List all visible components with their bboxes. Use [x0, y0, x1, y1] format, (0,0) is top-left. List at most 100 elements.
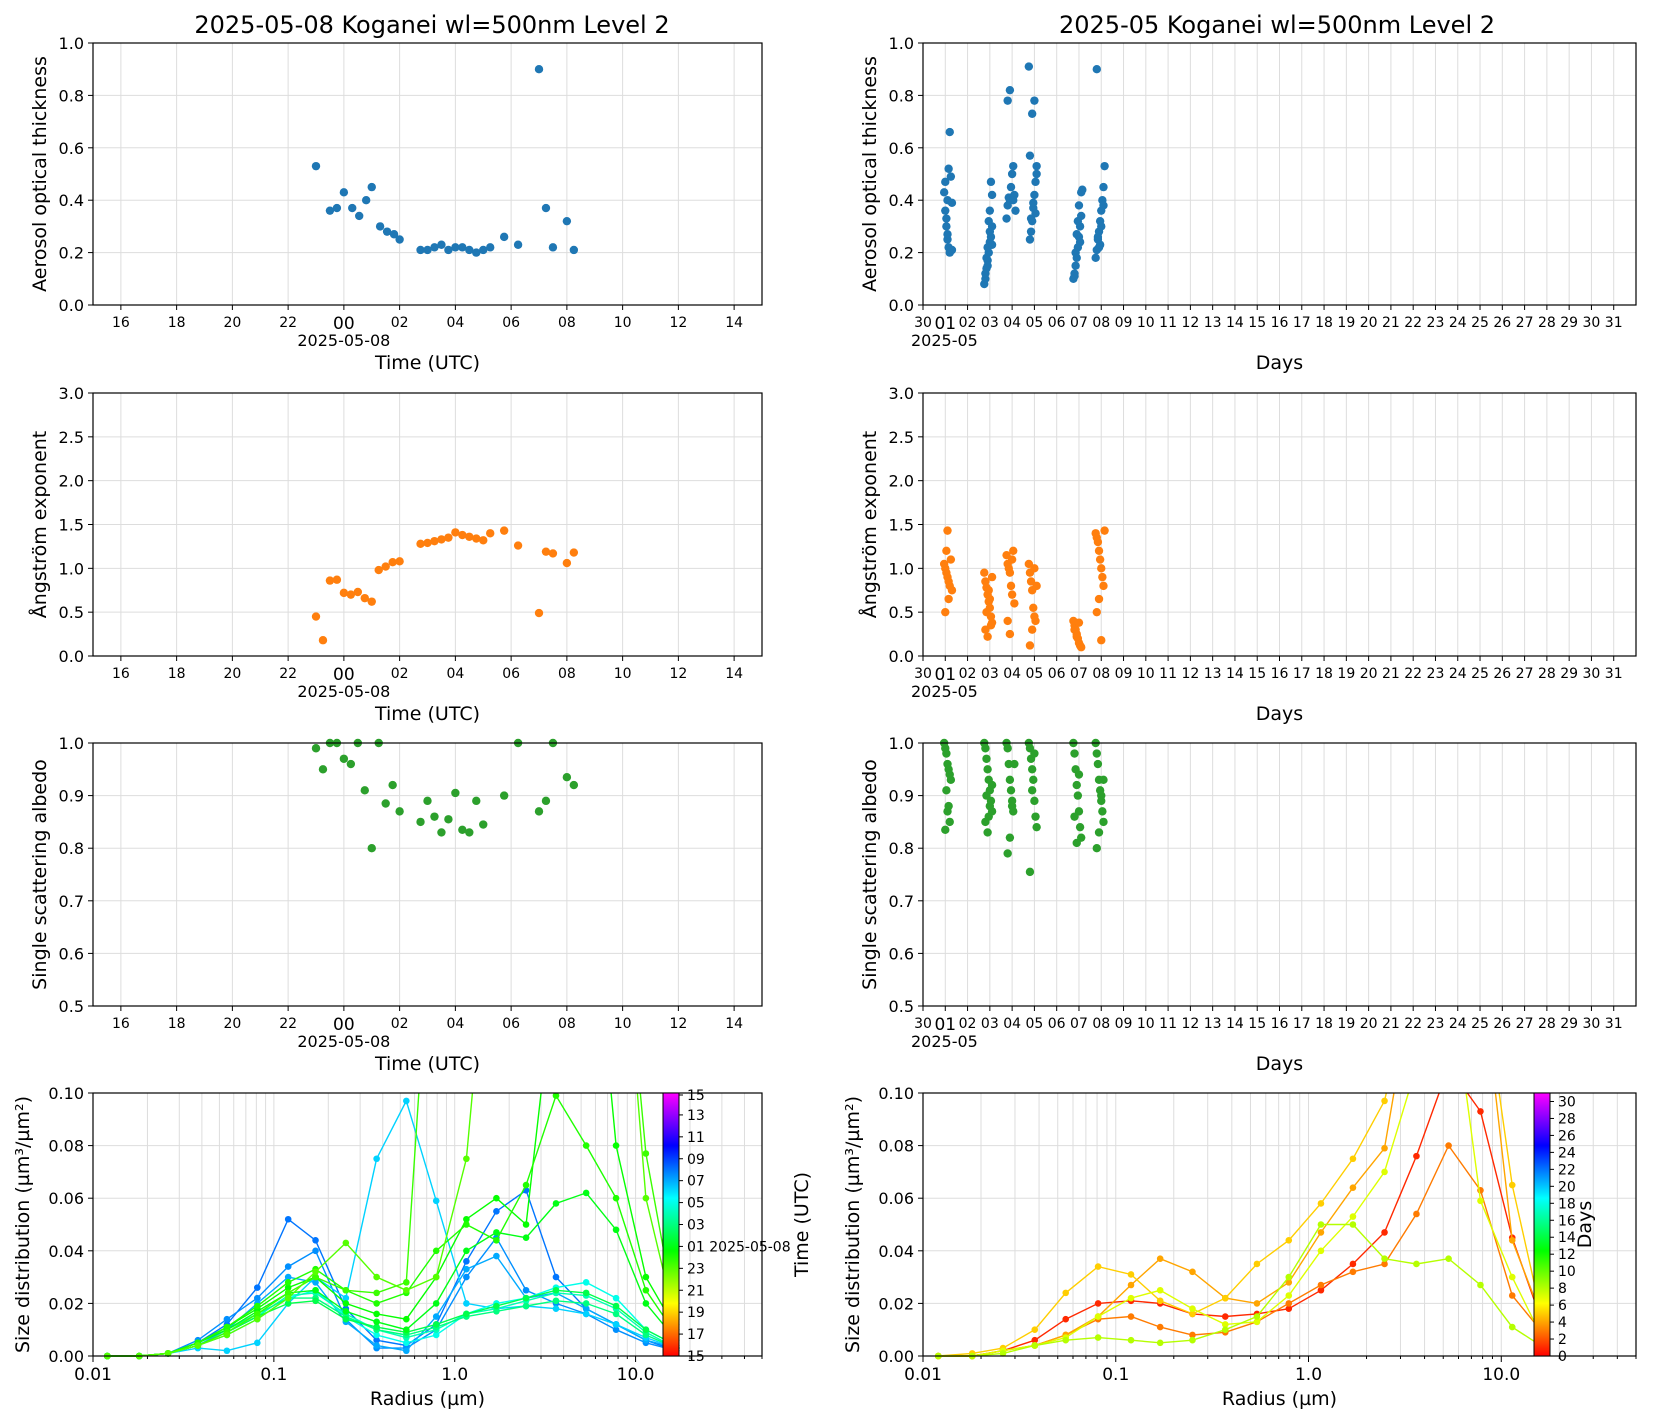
series-point — [312, 1279, 319, 1286]
y-tick-label: 0.8 — [59, 86, 84, 105]
data-point — [423, 245, 432, 255]
data-point — [1099, 182, 1108, 192]
series-point — [1062, 1289, 1070, 1297]
x-tick-label: 28 — [1538, 315, 1556, 331]
points-ssa_day — [311, 738, 579, 853]
series-point — [1381, 1097, 1388, 1105]
data-point — [444, 245, 453, 255]
data-point — [942, 222, 951, 231]
series-point — [342, 1300, 350, 1307]
series-point — [373, 1323, 380, 1331]
data-point — [311, 161, 321, 171]
data-point — [1031, 209, 1040, 218]
data-point — [1075, 237, 1085, 247]
y-tick-label: 1.5 — [59, 516, 84, 535]
y-tick-label: 0.2 — [889, 244, 914, 263]
x-tick-label: 28 — [1538, 666, 1556, 682]
data-point — [1029, 198, 1038, 208]
data-point — [486, 529, 495, 538]
data-point — [1092, 65, 1101, 74]
data-point — [1010, 759, 1019, 769]
x-tick-label: 08 — [1092, 1016, 1110, 1032]
series-point — [493, 827, 500, 834]
x-tick-label: 20 — [1360, 666, 1378, 682]
data-point — [458, 825, 467, 834]
data-point — [1025, 867, 1035, 877]
x-tick-label: 22 — [1404, 315, 1422, 331]
data-point — [416, 817, 425, 827]
data-point — [444, 815, 453, 824]
x-tick-label: 27 — [1516, 315, 1534, 331]
x-tick-label: 30 — [914, 1016, 932, 1032]
y-axis-label: Single scattering albedo — [859, 759, 881, 990]
colorbar-tick-label: 0 — [1558, 1349, 1567, 1365]
series-point — [1317, 1247, 1325, 1255]
data-point — [1091, 253, 1100, 263]
x-tick-label: 0.01 — [74, 1365, 112, 1385]
data-point — [982, 791, 991, 800]
series-point — [373, 1155, 380, 1163]
series-point — [552, 1093, 560, 1099]
series-point — [1508, 1323, 1516, 1331]
data-point — [1093, 232, 1103, 242]
points-aot_month — [939, 62, 1109, 289]
x-tick-label: 17 — [1293, 1016, 1311, 1032]
x-tick-label: 16 — [1271, 666, 1289, 682]
x-tick-label: 06 — [1048, 666, 1066, 682]
y-tick-label: 3.0 — [59, 384, 84, 403]
series-point — [612, 1294, 620, 1302]
data-point — [941, 607, 950, 617]
data-point — [548, 549, 558, 558]
series-point — [312, 1286, 319, 1294]
x-tick-label: 04 — [1003, 315, 1021, 331]
colorbar — [662, 1092, 680, 1357]
right-title: 2025-05 Koganei wl=500nm Level 2 — [1059, 11, 1495, 39]
colorbar-tick-label: 12 — [1558, 1247, 1576, 1263]
points-ae_day — [311, 526, 579, 645]
series-point — [254, 1310, 261, 1318]
colorbar-label: Time (UTC) — [791, 1172, 813, 1278]
data-point — [513, 240, 523, 249]
data-point — [982, 253, 991, 263]
data-point — [451, 788, 460, 798]
data-point — [1099, 581, 1108, 591]
x-tick-label: 15 — [1248, 1016, 1266, 1032]
x-tick-label: 08 — [558, 666, 576, 682]
data-point — [1009, 546, 1018, 555]
x-tick-label: 26 — [1493, 1016, 1511, 1032]
series-line — [107, 1255, 677, 1357]
data-point — [311, 744, 321, 753]
series-point — [463, 1221, 470, 1228]
data-point — [1093, 759, 1103, 769]
x-tick-label: 08 — [558, 315, 576, 331]
data-point — [942, 546, 951, 555]
x-tick-label: 06 — [502, 666, 520, 682]
data-point — [1029, 603, 1038, 612]
plots-layer: 0.00.20.40.60.81.016 18 20 22 00 02 04 06 08 10 12… — [12, 34, 1637, 1410]
series-point — [373, 1331, 380, 1339]
colorbar-tick-label: 30 — [1558, 1094, 1576, 1110]
x-tick-label: 0.01 — [904, 1365, 942, 1385]
series-point — [1349, 1184, 1357, 1191]
data-point — [332, 203, 342, 213]
data-point — [986, 621, 996, 630]
series-point — [432, 1197, 440, 1205]
x-tick-label: 10.0 — [1482, 1365, 1520, 1385]
axes-frame — [922, 742, 1637, 1007]
series-point — [642, 1331, 650, 1339]
series-point — [432, 1313, 440, 1320]
data-point — [360, 593, 369, 603]
series-point — [1127, 1281, 1135, 1289]
data-point — [1092, 844, 1101, 853]
series-point — [312, 1273, 319, 1281]
colorbar-tick-label: 03 — [687, 1218, 705, 1234]
series-point — [642, 1273, 650, 1281]
series-point — [642, 1300, 650, 1307]
data-point — [458, 530, 467, 540]
data-point — [981, 269, 990, 278]
series-point — [612, 1310, 620, 1318]
y-tick-label: 2.5 — [59, 428, 84, 447]
data-point — [499, 232, 509, 242]
y-tick-label: 0.08 — [48, 1137, 84, 1156]
y-tick-label: 0.04 — [878, 1242, 914, 1261]
